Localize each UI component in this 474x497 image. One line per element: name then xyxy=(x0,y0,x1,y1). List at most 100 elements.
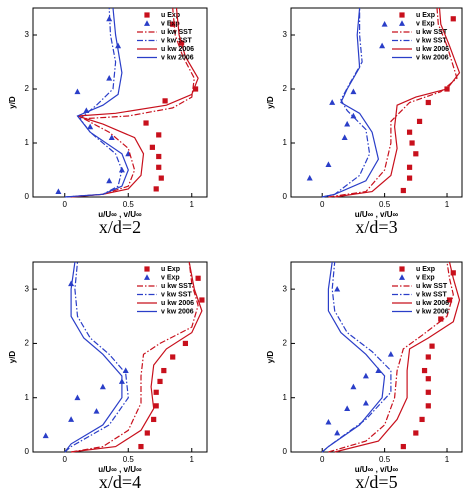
triangle-marker xyxy=(99,383,106,390)
square-marker xyxy=(409,140,415,146)
y-tick-label: 2 xyxy=(283,339,288,348)
triangle-marker xyxy=(306,174,313,181)
legend-label: u Exp xyxy=(161,266,180,273)
square-marker xyxy=(170,354,176,360)
panel-caption: x/d=4 xyxy=(99,472,141,492)
square-marker xyxy=(399,12,405,18)
plot-frame xyxy=(32,7,208,198)
triangle-marker xyxy=(399,20,405,26)
square-marker xyxy=(144,430,150,436)
profile-line xyxy=(64,7,129,198)
plot-frame xyxy=(290,7,463,198)
profile-line xyxy=(321,261,392,453)
triangle-marker xyxy=(334,285,341,292)
y-tick-label: 1 xyxy=(25,393,30,402)
square-marker xyxy=(425,403,431,409)
x-tick-label: 1 xyxy=(190,200,195,209)
y-axis-label: y/D xyxy=(8,351,17,364)
triangle-marker xyxy=(341,134,348,140)
triangle-marker xyxy=(350,383,357,390)
square-marker xyxy=(144,12,150,18)
legend-label: v Exp xyxy=(161,20,180,27)
legend-label: v kw SST xyxy=(161,291,192,298)
square-marker xyxy=(192,86,199,92)
square-marker xyxy=(156,153,162,160)
plot-frame xyxy=(290,261,463,453)
legend-label: v kw SST xyxy=(416,291,447,298)
x-tick-label: 1 xyxy=(445,200,450,209)
x-tick-label: 1 xyxy=(445,455,450,464)
triangle-marker xyxy=(350,88,357,95)
square-marker xyxy=(138,443,144,450)
legend-label: u Exp xyxy=(161,12,180,19)
square-marker xyxy=(153,389,159,395)
square-marker xyxy=(170,21,176,27)
profile-line xyxy=(70,261,199,453)
legend-label: u kw SST xyxy=(161,283,193,290)
profile-line xyxy=(321,261,386,453)
x-tick-label: 0 xyxy=(63,200,68,209)
square-marker xyxy=(199,297,205,303)
legend-label: u kw 2006 xyxy=(416,46,449,53)
panel-caption: x/d=3 xyxy=(355,217,397,237)
legend-label: v Exp xyxy=(161,274,180,281)
y-tick-label: 2 xyxy=(25,339,30,348)
y-tick-label: 0 xyxy=(25,192,30,201)
plot-frame xyxy=(32,261,208,453)
legend-label: v Exp xyxy=(416,274,435,281)
x-tick-label: 0.5 xyxy=(379,455,391,464)
triangle-marker xyxy=(144,20,150,26)
profile-line xyxy=(334,261,461,453)
square-marker xyxy=(151,416,157,423)
profile-line xyxy=(67,7,195,198)
square-marker xyxy=(419,416,425,423)
square-marker xyxy=(143,120,149,126)
panel-caption: x/d=5 xyxy=(355,472,397,492)
square-marker xyxy=(425,376,431,382)
square-marker xyxy=(153,186,159,192)
triangle-marker xyxy=(42,432,49,439)
triangle-marker xyxy=(93,408,100,414)
profile-line xyxy=(64,261,129,453)
triangle-marker xyxy=(68,280,75,287)
y-tick-label: 1 xyxy=(283,393,288,402)
triangle-marker xyxy=(379,42,386,49)
square-marker xyxy=(158,175,164,181)
y-tick-label: 2 xyxy=(283,84,288,93)
profile-line xyxy=(71,261,203,453)
square-marker xyxy=(425,389,431,395)
triangle-marker xyxy=(329,99,336,105)
triangle-marker xyxy=(375,367,382,373)
legend-label: v Exp xyxy=(416,20,435,27)
triangle-marker xyxy=(325,161,332,167)
square-marker xyxy=(156,164,162,170)
y-tick-label: 1 xyxy=(283,138,288,147)
square-marker xyxy=(450,16,456,22)
triangle-marker xyxy=(325,418,332,425)
triangle-marker xyxy=(144,274,150,280)
triangle-marker xyxy=(122,367,129,373)
profile-line xyxy=(64,261,123,453)
legend-label: u kw SST xyxy=(161,29,193,36)
square-marker xyxy=(446,297,453,303)
square-marker xyxy=(161,367,167,374)
triangle-marker xyxy=(344,405,351,411)
x-axis-label: u/U∞ , v/U∞ xyxy=(355,465,399,474)
square-marker xyxy=(429,343,435,349)
square-marker xyxy=(399,266,405,272)
square-marker xyxy=(413,430,419,436)
panel-caption: x/d=2 xyxy=(99,217,141,237)
x-tick-label: 0.5 xyxy=(379,200,391,209)
triangle-marker xyxy=(87,123,94,130)
x-tick-label: 0 xyxy=(320,455,325,464)
triangle-marker xyxy=(399,274,405,280)
square-marker xyxy=(406,164,413,170)
square-marker xyxy=(153,403,159,409)
profile-line xyxy=(328,261,454,453)
y-tick-label: 0 xyxy=(25,447,30,456)
x-axis-label: u/U∞ , v/U∞ xyxy=(98,465,142,474)
